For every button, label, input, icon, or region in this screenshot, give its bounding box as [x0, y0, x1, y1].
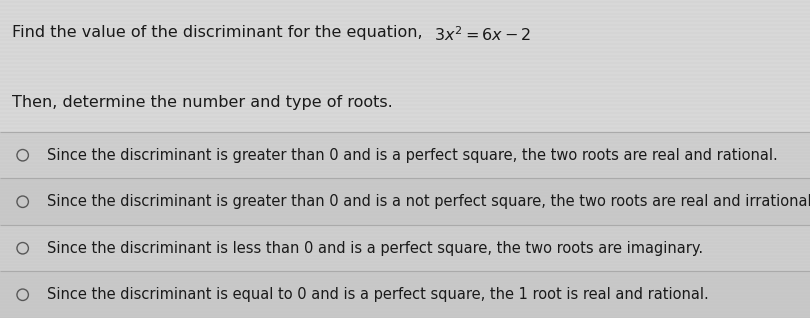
Text: Since the discriminant is equal to 0 and is a perfect square, the 1 root is real: Since the discriminant is equal to 0 and… [47, 287, 709, 302]
Text: Then, determine the number and type of roots.: Then, determine the number and type of r… [12, 95, 393, 110]
Text: Since the discriminant is greater than 0 and is a not perfect square, the two ro: Since the discriminant is greater than 0… [47, 194, 810, 209]
Bar [0, 132, 810, 178]
Text: $3x^2 = 6x - 2$: $3x^2 = 6x - 2$ [434, 25, 531, 44]
Text: Since the discriminant is less than 0 and is a perfect square, the two roots are: Since the discriminant is less than 0 an… [47, 241, 703, 256]
Bar [0, 178, 810, 225]
Bar [0, 225, 810, 272]
Bar [0, 272, 810, 318]
Text: Since the discriminant is greater than 0 and is a perfect square, the two roots : Since the discriminant is greater than 0… [47, 148, 778, 163]
Text: Find the value of the discriminant for the equation,: Find the value of the discriminant for t… [12, 25, 433, 40]
Bar [0, 0, 810, 132]
